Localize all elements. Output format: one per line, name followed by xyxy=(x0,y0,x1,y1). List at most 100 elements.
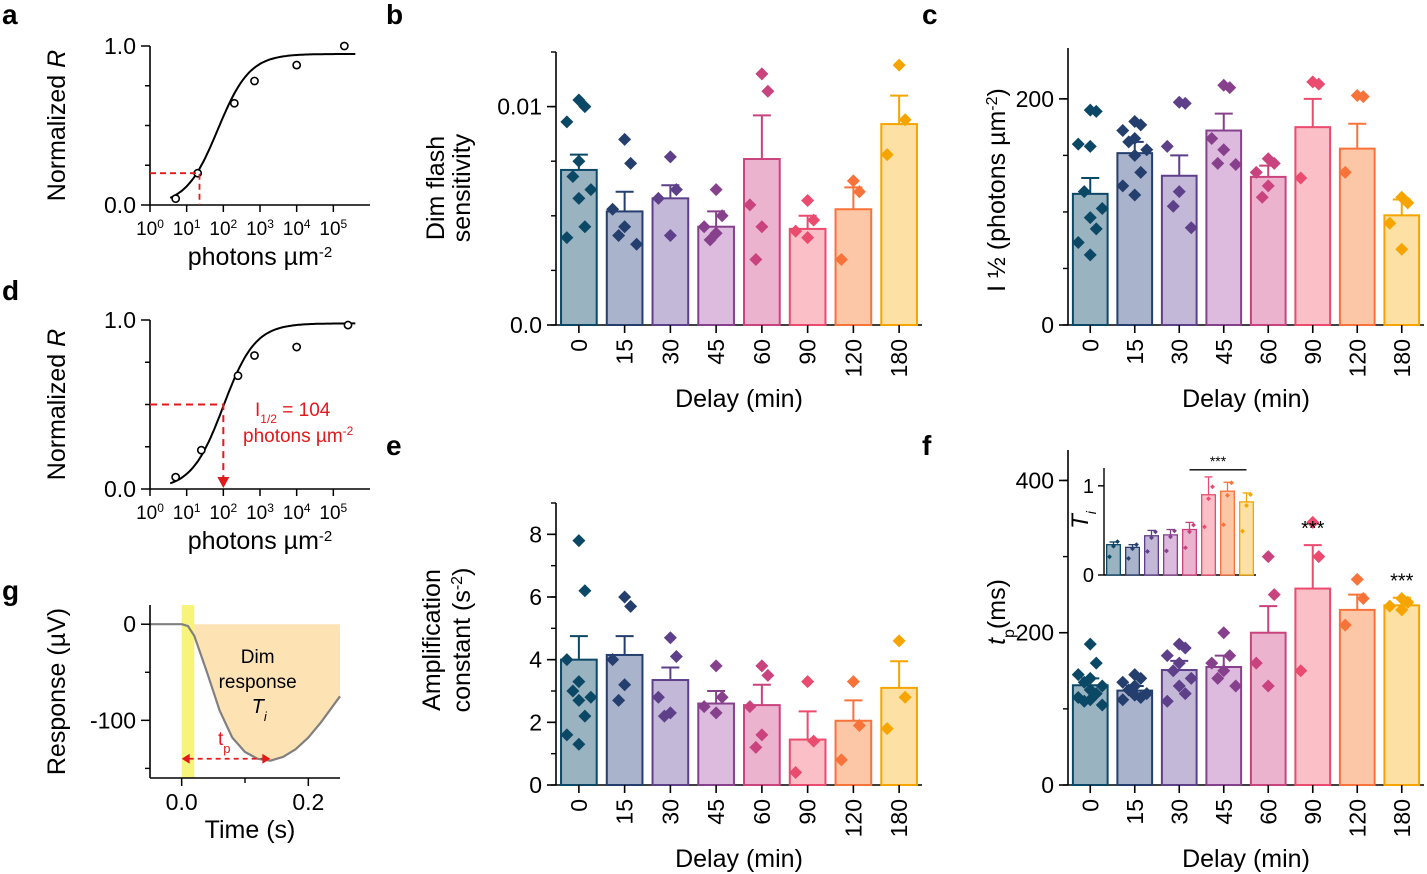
inset-data-point xyxy=(1240,528,1245,534)
x-tick-label: 0 xyxy=(1077,339,1103,352)
data-point xyxy=(1184,671,1198,685)
panel-label-e: e xyxy=(386,430,402,461)
y-axis-label-sup: -2 xyxy=(449,576,466,590)
data-point xyxy=(846,174,860,188)
data-point xyxy=(1184,221,1198,235)
panel-e-amplification: 0 2 4 6 8 0 15 30 45 60 90 120 180 Delay (min) Amplifi… xyxy=(418,502,922,873)
data-point xyxy=(1172,185,1186,199)
data-point xyxy=(1083,211,1097,225)
x-tick-label: 104 xyxy=(283,501,311,524)
data-point xyxy=(880,148,894,162)
inset-y-tick-label: 0 xyxy=(1083,565,1094,587)
data-point xyxy=(566,169,580,183)
x-tick-label: 90 xyxy=(795,799,821,825)
data-point xyxy=(663,631,677,645)
data-point xyxy=(229,98,239,108)
data-point xyxy=(1160,139,1174,153)
inset-data-point xyxy=(1111,543,1116,549)
data-point xyxy=(584,690,598,704)
data-point xyxy=(1122,135,1136,149)
y-axis-label-italic: R xyxy=(43,50,71,68)
x-tick-base: 10 xyxy=(136,219,157,240)
data-point xyxy=(1401,196,1415,210)
data-point xyxy=(651,191,665,205)
data-point xyxy=(171,194,181,204)
data-point xyxy=(1134,118,1148,132)
data-point xyxy=(755,728,769,742)
bar xyxy=(1383,214,1421,326)
inset-data-point xyxy=(1172,528,1177,534)
data-point xyxy=(612,693,626,707)
inset-bar xyxy=(1144,535,1159,576)
inset-data-point xyxy=(1134,542,1139,547)
data-point xyxy=(1338,165,1352,179)
inset-data-point xyxy=(1183,545,1188,551)
data-point xyxy=(743,198,757,212)
half-sat-units: photons µm-2 xyxy=(243,424,354,447)
data-point xyxy=(343,320,353,330)
data-point xyxy=(1205,656,1219,670)
x-axis-label-text: photons µm xyxy=(188,243,319,271)
x-tick-exp: 1 xyxy=(194,217,201,231)
tp-arrow-head-left xyxy=(181,753,190,764)
response-trace xyxy=(150,623,341,762)
data-point xyxy=(624,599,638,613)
bar xyxy=(1249,631,1287,787)
data-point xyxy=(669,650,683,664)
y-tick-label: 0 xyxy=(1041,312,1054,338)
inset-data-point xyxy=(1206,496,1211,502)
x-tick-label: 120 xyxy=(840,339,866,377)
x-tick-exp: 3 xyxy=(267,217,274,231)
data-point xyxy=(1083,139,1097,153)
x-tick-label: 120 xyxy=(840,799,866,837)
data-point xyxy=(1077,694,1091,708)
x-tick-base: 10 xyxy=(173,219,194,240)
data-point xyxy=(1116,675,1130,689)
data-point xyxy=(1071,235,1085,249)
inset-bar xyxy=(1182,528,1197,576)
data-point xyxy=(1294,664,1308,678)
fit-curve xyxy=(169,322,356,485)
x-tick-label: 30 xyxy=(657,799,683,825)
x-axis-label: photons µm-2 xyxy=(188,527,332,555)
x-tick-label: 100 xyxy=(136,501,164,524)
data-point xyxy=(572,675,586,689)
data-point xyxy=(749,252,763,266)
y-axis-label-line2: sensitivity xyxy=(448,133,476,242)
x-tick-label: 0.2 xyxy=(292,789,324,815)
x-tick-label: 60 xyxy=(1255,799,1281,825)
data-point xyxy=(1172,679,1186,693)
data-point xyxy=(807,734,821,748)
data-point xyxy=(1312,550,1326,564)
y-tick-label: 0.01 xyxy=(497,94,542,120)
panel-label-b: b xyxy=(386,0,403,30)
data-point xyxy=(1267,156,1281,170)
data-point xyxy=(852,718,866,732)
data-point xyxy=(663,150,677,164)
inset-y-label-italic: T xyxy=(1067,512,1094,529)
data-point xyxy=(1116,124,1130,138)
x-tick-exp: 5 xyxy=(341,501,348,515)
flash-window xyxy=(181,605,195,778)
data-point xyxy=(1229,157,1243,171)
bar xyxy=(834,719,873,786)
data-point xyxy=(898,690,912,704)
data-point xyxy=(1071,668,1085,682)
data-point xyxy=(578,220,592,234)
data-point xyxy=(560,728,574,742)
data-point xyxy=(1166,199,1180,213)
y-tick-label: 8 xyxy=(529,521,542,547)
inset-data-point xyxy=(1191,522,1196,528)
fit-curve xyxy=(169,53,356,199)
y-tick-label: 0 xyxy=(529,772,542,798)
bar xyxy=(788,738,827,786)
x-axis-label-sup: -2 xyxy=(319,244,332,261)
data-point xyxy=(566,684,580,698)
x-axis-label-text: photons µm xyxy=(188,527,319,555)
y-axis-label-italic: R xyxy=(43,329,71,347)
shade-symbol-main: T xyxy=(252,696,266,718)
x-tick-label: 101 xyxy=(173,501,201,524)
data-point xyxy=(663,228,677,242)
y-axis-label: tp(ms) xyxy=(983,579,1018,645)
